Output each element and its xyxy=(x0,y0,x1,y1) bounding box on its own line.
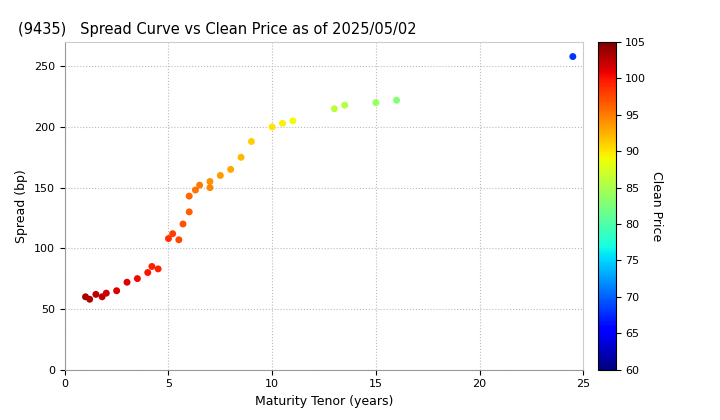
Point xyxy=(225,166,236,173)
Point xyxy=(235,154,247,160)
Point xyxy=(339,102,351,108)
Point xyxy=(189,186,201,193)
Point xyxy=(184,193,195,199)
Point xyxy=(132,275,143,282)
Point xyxy=(204,178,216,185)
Point xyxy=(121,279,132,286)
Point xyxy=(194,182,205,189)
Point xyxy=(328,105,340,112)
Point xyxy=(101,290,112,297)
Point xyxy=(391,97,402,104)
Point xyxy=(370,99,382,106)
Point xyxy=(146,263,158,270)
Point xyxy=(184,208,195,215)
Point xyxy=(173,236,184,243)
Point xyxy=(567,53,579,60)
Point xyxy=(111,287,122,294)
Point xyxy=(276,120,288,127)
Point xyxy=(246,138,257,145)
Text: (9435)   Spread Curve vs Clean Price as of 2025/05/02: (9435) Spread Curve vs Clean Price as of… xyxy=(18,22,417,37)
Point xyxy=(142,269,153,276)
Y-axis label: Spread (bp): Spread (bp) xyxy=(15,169,28,243)
Point xyxy=(204,184,216,191)
X-axis label: Maturity Tenor (years): Maturity Tenor (years) xyxy=(255,395,393,408)
Point xyxy=(80,294,91,300)
Point xyxy=(90,291,102,298)
Point xyxy=(96,294,108,300)
Point xyxy=(287,118,299,124)
Point xyxy=(167,230,179,237)
Y-axis label: Clean Price: Clean Price xyxy=(650,171,663,241)
Point xyxy=(177,220,189,227)
Point xyxy=(153,265,164,272)
Point xyxy=(266,123,278,130)
Point xyxy=(163,235,174,242)
Point xyxy=(84,296,96,302)
Point xyxy=(215,172,226,179)
